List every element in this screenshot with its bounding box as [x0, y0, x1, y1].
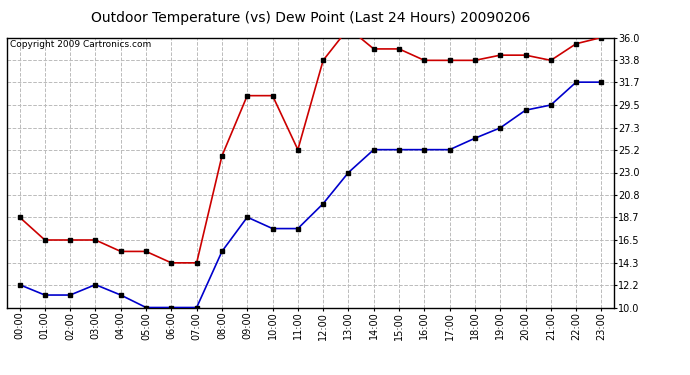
Text: Outdoor Temperature (vs) Dew Point (Last 24 Hours) 20090206: Outdoor Temperature (vs) Dew Point (Last…	[91, 11, 530, 25]
Text: Copyright 2009 Cartronics.com: Copyright 2009 Cartronics.com	[10, 40, 151, 49]
